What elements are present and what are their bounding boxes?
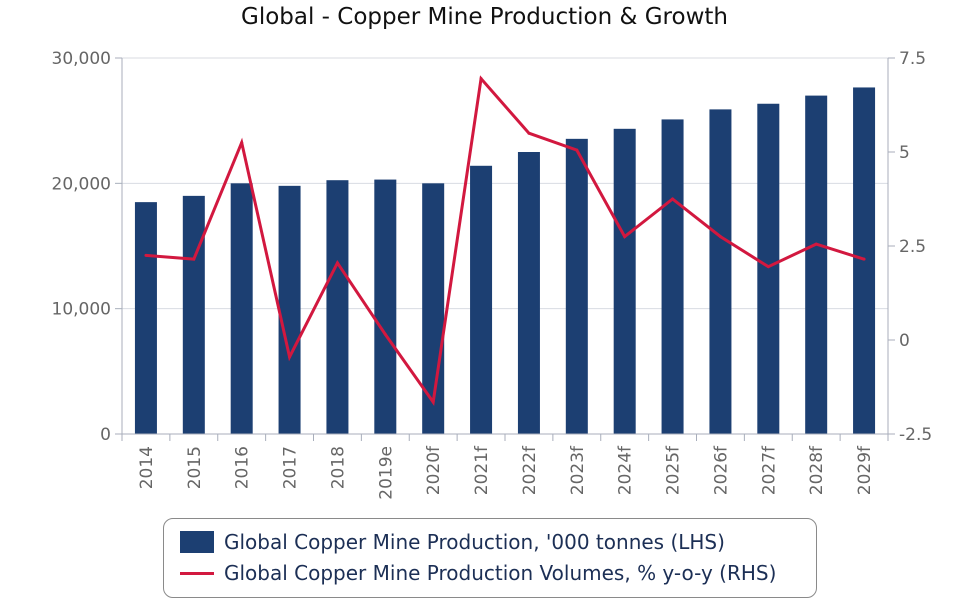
legend-swatch-bar bbox=[180, 531, 214, 553]
growth-line bbox=[145, 75, 865, 406]
x-axis-tick-label: 2019e bbox=[376, 446, 396, 500]
bar-2023f bbox=[565, 138, 588, 434]
bar-2027f bbox=[757, 103, 780, 434]
growth-point-2020f bbox=[431, 400, 435, 404]
x-axis-tick-label: 2020f bbox=[424, 445, 444, 495]
growth-point-2023f bbox=[575, 148, 579, 152]
x-axis-tick-label: 2027f bbox=[759, 445, 779, 495]
left-axis-tick-label: 30,000 bbox=[52, 49, 111, 69]
right-axis-tick-label: 7.5 bbox=[899, 49, 926, 69]
growth-point-2015 bbox=[192, 257, 196, 261]
x-axis-tick-label: 2015 bbox=[185, 446, 205, 489]
left-axis-tick-label: 10,000 bbox=[52, 300, 111, 320]
growth-point-2029f bbox=[862, 257, 866, 261]
legend-label-growth: Global Copper Mine Production Volumes, %… bbox=[224, 561, 777, 585]
x-axis-tick-label: 2016 bbox=[233, 446, 253, 489]
right-axis-tick-label: 0 bbox=[899, 331, 910, 351]
growth-point-2025f bbox=[671, 197, 675, 201]
legend-item-growth: Global Copper Mine Production Volumes, %… bbox=[180, 559, 776, 587]
x-axis-tick-label: 2022f bbox=[520, 445, 540, 495]
left-axis-tick-label: 0 bbox=[100, 425, 111, 445]
x-axis-tick-label: 2023f bbox=[568, 445, 588, 495]
bar-2028f bbox=[805, 95, 828, 434]
bar-2025f bbox=[661, 119, 684, 434]
x-axis-tick-label: 2017 bbox=[281, 446, 301, 489]
bar-2018 bbox=[326, 180, 349, 434]
growth-point-2027f bbox=[766, 265, 770, 269]
bar-2016 bbox=[230, 183, 253, 434]
bar-2022f bbox=[517, 152, 540, 434]
growth-point-2026f bbox=[718, 235, 722, 239]
growth-point-2014 bbox=[144, 253, 148, 257]
bar-2017 bbox=[278, 185, 301, 434]
right-axis-tick-label: -2.5 bbox=[899, 425, 932, 445]
bar-2015 bbox=[182, 195, 205, 434]
x-axis-tick-label: 2028f bbox=[807, 445, 827, 495]
x-axis-tick-label: 2014 bbox=[137, 446, 157, 489]
growth-point-2017 bbox=[288, 355, 292, 359]
bar-2019e bbox=[374, 179, 397, 434]
bar-2029f bbox=[853, 87, 876, 434]
growth-point-2016 bbox=[240, 141, 244, 145]
bar-2024f bbox=[613, 128, 636, 434]
growth-point-2028f bbox=[814, 242, 818, 246]
bar-2014 bbox=[134, 202, 157, 434]
x-axis-tick-label: 2025f bbox=[664, 445, 684, 495]
right-axis-tick-label: 5 bbox=[899, 143, 910, 163]
legend-label-production: Global Copper Mine Production, '000 tonn… bbox=[224, 530, 725, 554]
legend-item-production: Global Copper Mine Production, '000 tonn… bbox=[180, 528, 725, 556]
right-axis-tick-label: 2.5 bbox=[899, 237, 926, 257]
bar-2026f bbox=[709, 109, 732, 435]
legend-swatch-line bbox=[180, 571, 214, 575]
bar-2021f bbox=[470, 165, 493, 434]
x-axis-tick-label: 2021f bbox=[472, 445, 492, 495]
x-axis-tick-label: 2024f bbox=[616, 445, 636, 495]
growth-point-2022f bbox=[527, 131, 531, 135]
growth-point-2019e bbox=[383, 332, 387, 336]
x-axis-tick-label: 2029f bbox=[855, 445, 875, 495]
x-axis-tick-label: 2026f bbox=[711, 445, 731, 495]
growth-point-2018 bbox=[335, 261, 339, 265]
chart-title: Global - Copper Mine Production & Growth bbox=[241, 4, 728, 30]
left-axis-tick-label: 20,000 bbox=[52, 174, 111, 194]
growth-point-2024f bbox=[623, 235, 627, 239]
x-axis-tick-label: 2018 bbox=[328, 446, 348, 489]
chart-legend: Global Copper Mine Production, '000 tonn… bbox=[163, 518, 817, 598]
growth-point-2021f bbox=[479, 77, 483, 81]
